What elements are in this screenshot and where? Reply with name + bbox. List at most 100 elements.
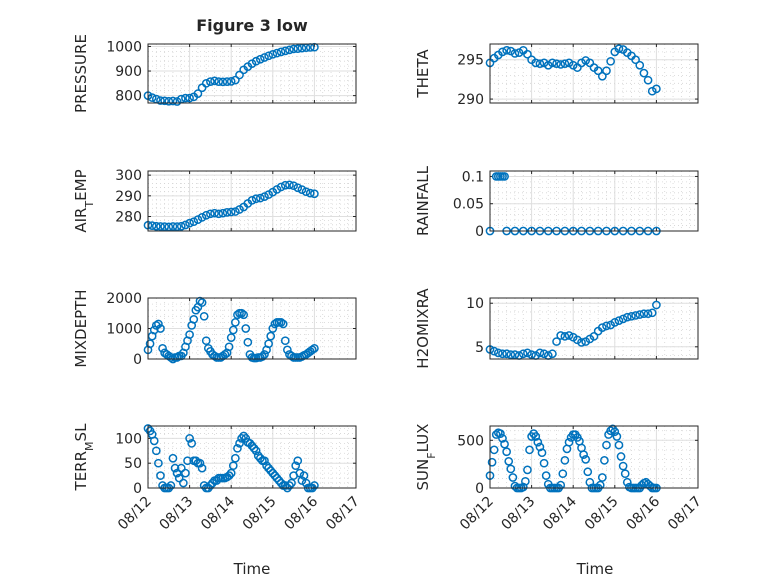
data-point	[491, 430, 501, 439]
data-point	[593, 66, 603, 76]
data-point	[251, 446, 261, 456]
data-point	[272, 473, 282, 483]
data-point	[251, 194, 261, 204]
y-tick-label: 280	[115, 210, 142, 226]
data-point	[635, 310, 645, 319]
y-tick-label: 5	[475, 340, 484, 356]
y-tick-label: 290	[457, 92, 484, 108]
data-point	[280, 336, 290, 346]
y-tick-label: 800	[115, 89, 142, 105]
data-point	[541, 471, 551, 480]
data-point	[231, 453, 240, 463]
data-point	[502, 447, 511, 457]
x-tick-label: 08/13	[157, 494, 197, 534]
data-point	[160, 222, 169, 232]
data-point	[156, 471, 165, 480]
data-point	[280, 180, 290, 190]
x-tick-label: 08/13	[499, 494, 539, 534]
axes-background	[148, 171, 356, 231]
y-axis-label: MIXDEPTH	[72, 289, 90, 367]
data-point	[272, 48, 282, 58]
data-point	[523, 465, 532, 475]
data-point	[602, 66, 611, 76]
data-point	[181, 468, 190, 478]
data-point	[585, 477, 595, 487]
data-point	[174, 473, 184, 483]
x-axis-label-right: Time	[576, 560, 614, 578]
data-point	[179, 478, 188, 488]
data-point	[498, 434, 507, 443]
data-point	[160, 96, 169, 106]
data-point	[156, 96, 165, 105]
y-tick-label: 295	[457, 53, 484, 69]
data-point	[268, 324, 278, 333]
x-tick-label: 08/17	[323, 494, 363, 534]
data-point	[618, 461, 628, 471]
data-point	[564, 331, 574, 340]
data-point	[226, 77, 236, 86]
data-point	[504, 456, 514, 466]
axes-frame	[147, 170, 357, 232]
data-point	[627, 311, 636, 321]
subplot-theta: 290 295 THETA	[414, 43, 699, 108]
data-point	[185, 434, 194, 443]
data-point	[172, 468, 182, 478]
data-point	[224, 471, 234, 480]
data-point	[166, 353, 176, 362]
data-point	[614, 316, 624, 326]
data-point	[305, 188, 315, 198]
data-point	[170, 463, 180, 473]
axes-frame	[147, 297, 357, 360]
data-point	[560, 455, 570, 465]
y-tick-label: 100	[115, 431, 142, 447]
data-point	[518, 349, 528, 359]
data-point	[210, 208, 219, 218]
data-point	[631, 311, 640, 320]
data-point	[518, 482, 528, 492]
y-tick-label: 290	[115, 189, 142, 205]
data-point	[639, 68, 649, 78]
data-point	[310, 481, 319, 490]
data-point	[278, 319, 288, 329]
data-point	[172, 353, 182, 362]
data-point	[218, 77, 228, 87]
data-point	[643, 75, 653, 85]
data-point	[220, 350, 230, 359]
data-point	[253, 451, 263, 461]
y-tick-label: 50	[124, 456, 142, 472]
data-point	[287, 478, 296, 488]
data-point	[535, 442, 545, 452]
data-point	[270, 471, 280, 480]
data-point	[187, 439, 197, 448]
data-point	[235, 70, 244, 80]
y-tick-label: 0	[133, 352, 142, 368]
data-point	[581, 455, 591, 464]
data-point	[255, 193, 265, 203]
data-point	[285, 45, 294, 55]
data-point	[276, 318, 286, 327]
data-point	[493, 348, 503, 358]
data-point	[266, 331, 276, 341]
data-point	[293, 44, 303, 54]
data-point	[189, 217, 199, 227]
x-tick-label: 08/15	[582, 494, 622, 534]
data-point	[539, 349, 549, 359]
y-axis-label: RAINFALL	[414, 165, 432, 236]
x-tick-label: 08/14	[540, 493, 580, 533]
data-point	[535, 59, 545, 69]
data-point	[293, 456, 303, 466]
data-point	[564, 437, 574, 447]
data-point	[523, 49, 532, 59]
data-point	[206, 209, 215, 219]
data-point	[183, 456, 192, 466]
data-point	[266, 466, 276, 475]
data-point	[145, 339, 155, 349]
data-point	[610, 427, 620, 437]
data-point	[237, 434, 246, 443]
subplot-sun-flux: 0 500 SUNFLUX 08/12 08/13 08/14 08/15 08/16 08/1…	[414, 424, 705, 534]
y-tick-label: 1000	[106, 39, 142, 55]
data-point	[620, 469, 630, 479]
axes-background	[148, 426, 356, 488]
